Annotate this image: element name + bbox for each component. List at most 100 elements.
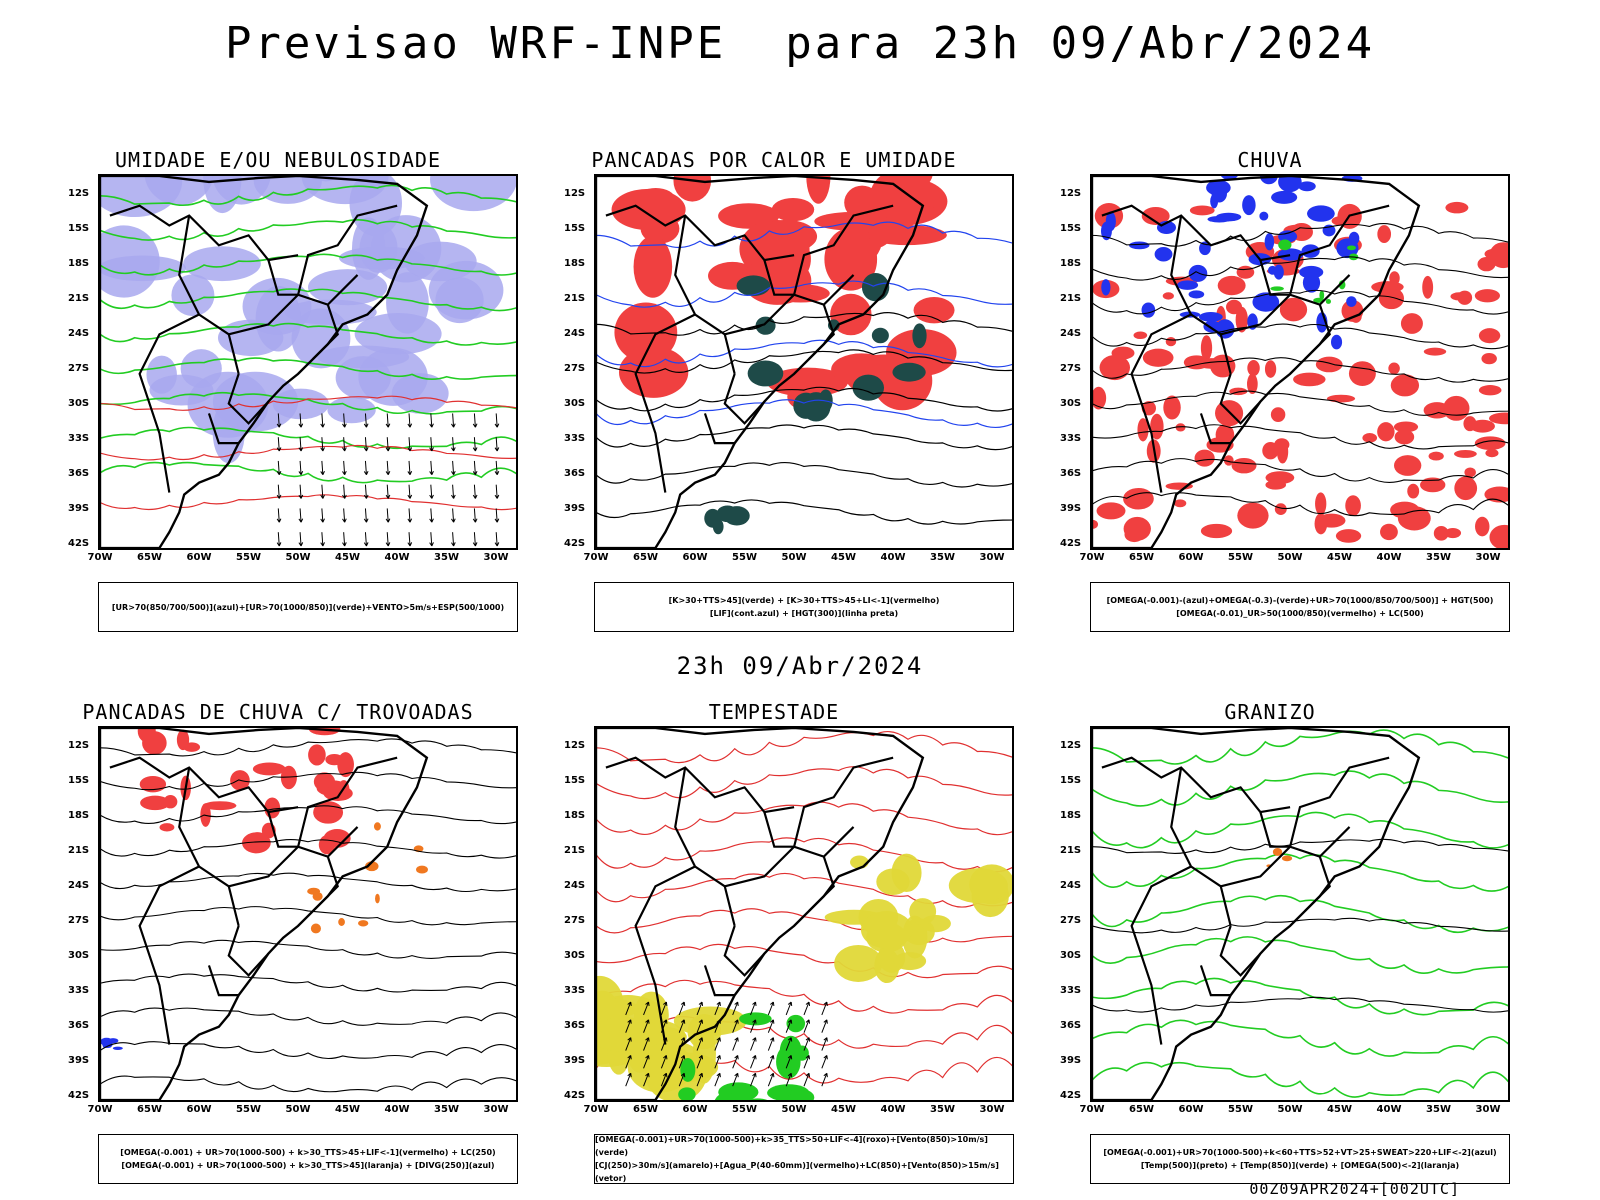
longitude-label: 55W <box>732 1104 757 1115</box>
country-border <box>674 215 736 375</box>
rain-area-blue <box>1129 241 1150 250</box>
temp850-contour-green <box>1092 811 1508 849</box>
latitude-label: 15S <box>1060 223 1082 234</box>
moisture-area-blue <box>217 319 284 357</box>
rain-area-blue <box>1211 184 1228 203</box>
rain-area-red <box>1223 455 1234 466</box>
wind-vector <box>363 413 369 428</box>
longitude-label: 65W <box>1129 552 1154 563</box>
rain-area-red <box>1235 306 1248 333</box>
wind-vector <box>385 460 391 476</box>
rain-area-red <box>1394 429 1415 445</box>
wind-vector <box>696 1072 704 1087</box>
rain-area-red <box>1484 486 1508 503</box>
country-border <box>1101 204 1291 262</box>
panel-title: CHUVA <box>1237 148 1303 172</box>
rain-area-red <box>1217 275 1246 296</box>
rain-area-red <box>1215 424 1235 446</box>
streamline <box>100 1041 516 1060</box>
streamline <box>100 973 516 993</box>
panel-title: GRANIZO <box>1224 700 1316 724</box>
longitude-label: 60W <box>186 552 212 563</box>
storm-area-red <box>183 742 201 752</box>
wind-vector <box>732 1037 739 1051</box>
rain-area-red <box>1488 412 1508 425</box>
rain-area-blue <box>1273 264 1284 280</box>
forecast-map <box>594 174 1014 550</box>
country-border <box>1219 373 1262 425</box>
latitude-label: 15S <box>564 775 586 786</box>
wind-vector <box>785 1019 793 1033</box>
wind-vector <box>678 1055 686 1069</box>
wind-vector <box>429 484 434 499</box>
wind-vector <box>660 1001 668 1016</box>
wind-vector <box>472 484 478 499</box>
humidity-contour-green <box>100 357 516 380</box>
wind-vector <box>714 1001 721 1016</box>
rain-area-red <box>1484 248 1505 260</box>
divergence-area-blue <box>112 1046 123 1050</box>
legend-line: [CJ(250)>30m/s](amarelo)+[Agua_P(40-60mm… <box>595 1161 999 1183</box>
latitude-label: 24S <box>1060 328 1082 339</box>
main-title: Previsao WRF-INPE para 23h 09/Abr/2024 <box>224 18 1376 69</box>
rain-area-red <box>1231 457 1257 474</box>
streamline <box>100 1007 516 1026</box>
streamline <box>100 1075 516 1093</box>
wind-vector <box>785 1072 793 1087</box>
longitude-label: 30W <box>1475 552 1501 563</box>
map-panel: GRANIZO 12S 15S 18S 21S 24S 27S 30S 33S 36S 39S 42S… <box>1040 700 1510 1184</box>
longitude-label: 60W <box>682 1104 708 1115</box>
latitude-label: 27S <box>1060 915 1082 926</box>
longitude-label: 65W <box>633 552 658 563</box>
wind-vector <box>803 1037 811 1051</box>
rain-area-blue <box>1331 334 1343 350</box>
precipitable-water-contour-red <box>596 979 1012 1014</box>
storm-area-red <box>313 772 336 792</box>
longitude-label: 55W <box>236 1104 261 1115</box>
rain-area-red <box>1293 372 1326 387</box>
storm-area-orange <box>312 892 323 901</box>
rain-area-green <box>1313 297 1324 303</box>
rain-area-red <box>1189 205 1215 216</box>
latitude-label: 42S <box>1060 538 1082 549</box>
wind850-area-green <box>678 1087 696 1100</box>
rain-area-red <box>1388 362 1400 375</box>
latitude-label: 42S <box>564 1090 586 1101</box>
latitude-label: 30S <box>1060 398 1082 409</box>
rain-area-red <box>1454 449 1477 458</box>
latitude-label: 33S <box>564 985 586 996</box>
latitude-label: 18S <box>1060 258 1082 269</box>
country-border <box>178 767 240 927</box>
wind-vector <box>696 1019 704 1033</box>
wind-vector <box>643 1072 650 1087</box>
wind850-area-green <box>680 1057 696 1082</box>
rain-area-red <box>1454 476 1478 501</box>
country-border <box>808 304 835 360</box>
longitude-label: 55W <box>1228 552 1253 563</box>
jet-area-yellow <box>850 855 869 869</box>
wind-vector <box>767 1037 775 1051</box>
rain-area-blue <box>1302 272 1321 293</box>
hgt500-contour <box>1092 458 1508 483</box>
rain-area-blue <box>1298 181 1316 192</box>
rain-area-red <box>1096 502 1126 520</box>
rain-area-red <box>1470 419 1495 433</box>
rain-area-red <box>1423 347 1447 356</box>
wind-vector <box>429 437 434 452</box>
wind850-area-green <box>714 1092 739 1100</box>
wind-vector <box>750 1072 757 1087</box>
latitude-label: 30S <box>564 950 586 961</box>
longitude-label: 60W <box>1178 552 1204 563</box>
wind-vector <box>472 508 478 523</box>
longitude-label: 35W <box>930 552 955 563</box>
rain-area-red <box>1377 422 1395 442</box>
rain-area-red <box>1478 385 1502 396</box>
hgt500-contour <box>1092 289 1508 315</box>
hgt500-contour <box>1092 323 1508 350</box>
convective-area-red <box>814 212 890 231</box>
storm-area-red <box>159 823 175 832</box>
rain-area-red <box>1162 292 1175 300</box>
country-border <box>1199 965 1231 997</box>
latitude-label: 27S <box>564 363 586 374</box>
wind-vector <box>320 508 325 523</box>
